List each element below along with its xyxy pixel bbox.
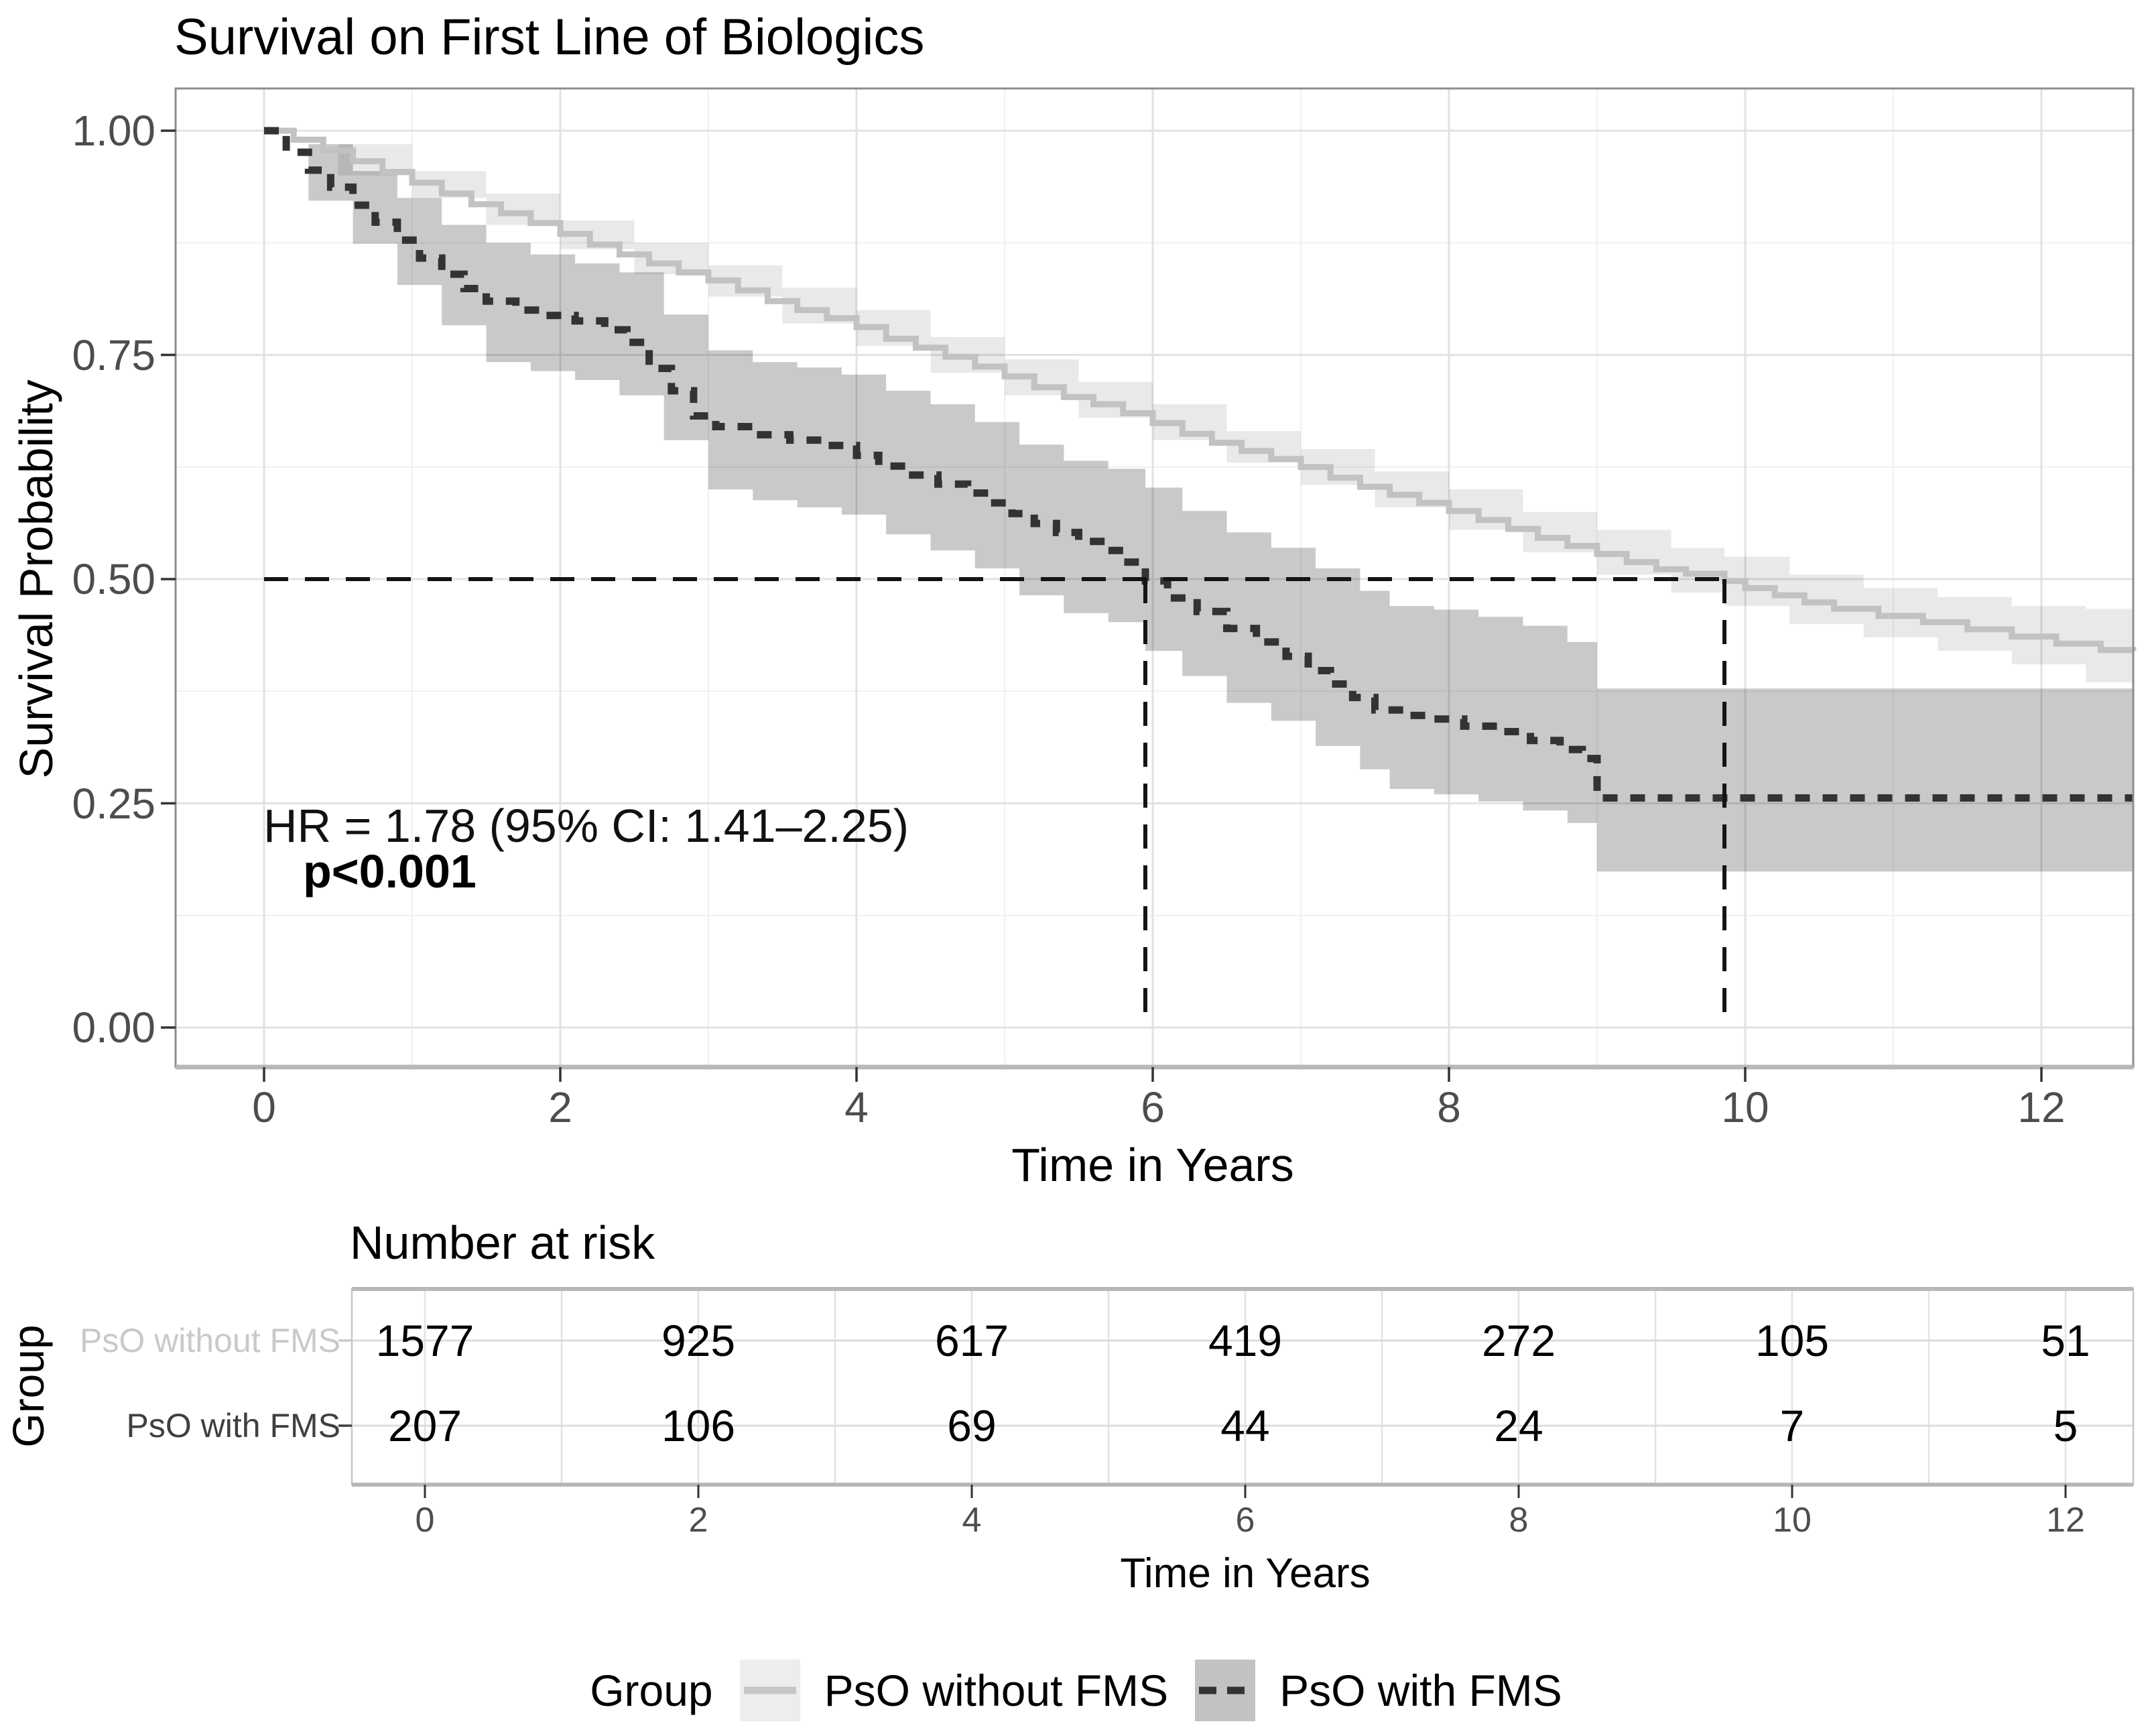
legend-key-pso-without-fms <box>739 1660 800 1721</box>
risk-value: 419 <box>1208 1316 1283 1365</box>
risk-value: 5 <box>2053 1401 2078 1450</box>
risk-value: 105 <box>1755 1316 1830 1365</box>
risk-value: 207 <box>387 1401 462 1450</box>
risk-value: 24 <box>1494 1401 1543 1450</box>
x-tick-label: 4 <box>844 1083 869 1131</box>
hr-annotation: HR = 1.78 (95% CI: 1.41–2.25) <box>263 800 909 852</box>
risk-value: 106 <box>661 1401 736 1450</box>
risk-table-y-axis-title: Group <box>3 1324 53 1448</box>
risk-row-label: PsO without FMS <box>80 1322 340 1359</box>
ci-band-pso-with-fms <box>264 131 2133 872</box>
km-curve-pso-without-fms <box>264 127 2137 654</box>
risk-table-x-tick-label: 12 <box>2046 1501 2085 1540</box>
risk-table-x-tick-label: 2 <box>688 1501 708 1540</box>
y-tick-label: 0.00 <box>72 1003 155 1052</box>
legend-key-line <box>1199 1686 1252 1694</box>
legend-key-line <box>743 1686 796 1694</box>
axis-ticks <box>161 129 2043 1082</box>
y-axis-title: Survival Probability <box>10 379 62 779</box>
y-tick-label: 1.00 <box>72 107 155 155</box>
risk-table-title: Number at risk <box>350 1217 655 1269</box>
x-tick-label: 8 <box>1437 1083 1461 1131</box>
legend-key-pso-with-fms <box>1195 1660 1256 1721</box>
x-tick-label: 12 <box>2017 1083 2066 1131</box>
risk-table-panel <box>338 1287 2135 1498</box>
legend-title: Group <box>590 1666 713 1715</box>
ci-band-pso-without-fms <box>264 131 2133 694</box>
x-axis-title: Time in Years <box>1011 1139 1294 1191</box>
risk-row-label: PsO with FMS <box>126 1407 340 1444</box>
legend-entry-label: PsO without FMS <box>824 1666 1169 1715</box>
legend: Group PsO without FMS PsO with FMS <box>0 1648 2152 1733</box>
risk-value: 925 <box>661 1316 736 1365</box>
risk-value: 617 <box>934 1316 1009 1365</box>
risk-value: 1577 <box>375 1316 474 1365</box>
legend-entry-label: PsO with FMS <box>1279 1666 1562 1715</box>
risk-value: 272 <box>1481 1316 1556 1365</box>
legend-entry-pso-with-fms: PsO with FMS <box>1195 1660 1562 1721</box>
y-tick-label: 0.75 <box>72 330 155 379</box>
risk-table-x-tick-label: 0 <box>415 1501 435 1540</box>
x-tick-label: 2 <box>548 1083 572 1131</box>
y-tick-label: 0.25 <box>72 779 155 828</box>
risk-table-x-tick-label: 10 <box>1773 1501 1812 1540</box>
panel-minor-gridlines <box>176 88 2133 1067</box>
x-tick-label: 10 <box>1721 1083 1769 1131</box>
risk-table-x-axis-title: Time in Years <box>1120 1550 1371 1597</box>
risk-table-x-tick-label: 8 <box>1509 1501 1529 1540</box>
risk-table-x-tick-label: 4 <box>962 1501 982 1540</box>
x-tick-label: 6 <box>1141 1083 1165 1131</box>
legend-entry-pso-without-fms: PsO without FMS <box>739 1660 1169 1721</box>
risk-table-x-tick-label: 6 <box>1235 1501 1255 1540</box>
y-tick-label: 0.50 <box>72 555 155 603</box>
km-curve-pso-with-fms <box>264 127 2133 802</box>
x-tick-label: 0 <box>252 1083 276 1131</box>
risk-value: 44 <box>1220 1401 1270 1450</box>
risk-value: 7 <box>1779 1401 1805 1450</box>
chart-title: Survival on First Line of Biologics <box>174 9 925 66</box>
risk-value: 69 <box>947 1401 997 1450</box>
risk-value: 51 <box>2041 1316 2090 1365</box>
pvalue-annotation: p<0.001 <box>303 845 477 897</box>
